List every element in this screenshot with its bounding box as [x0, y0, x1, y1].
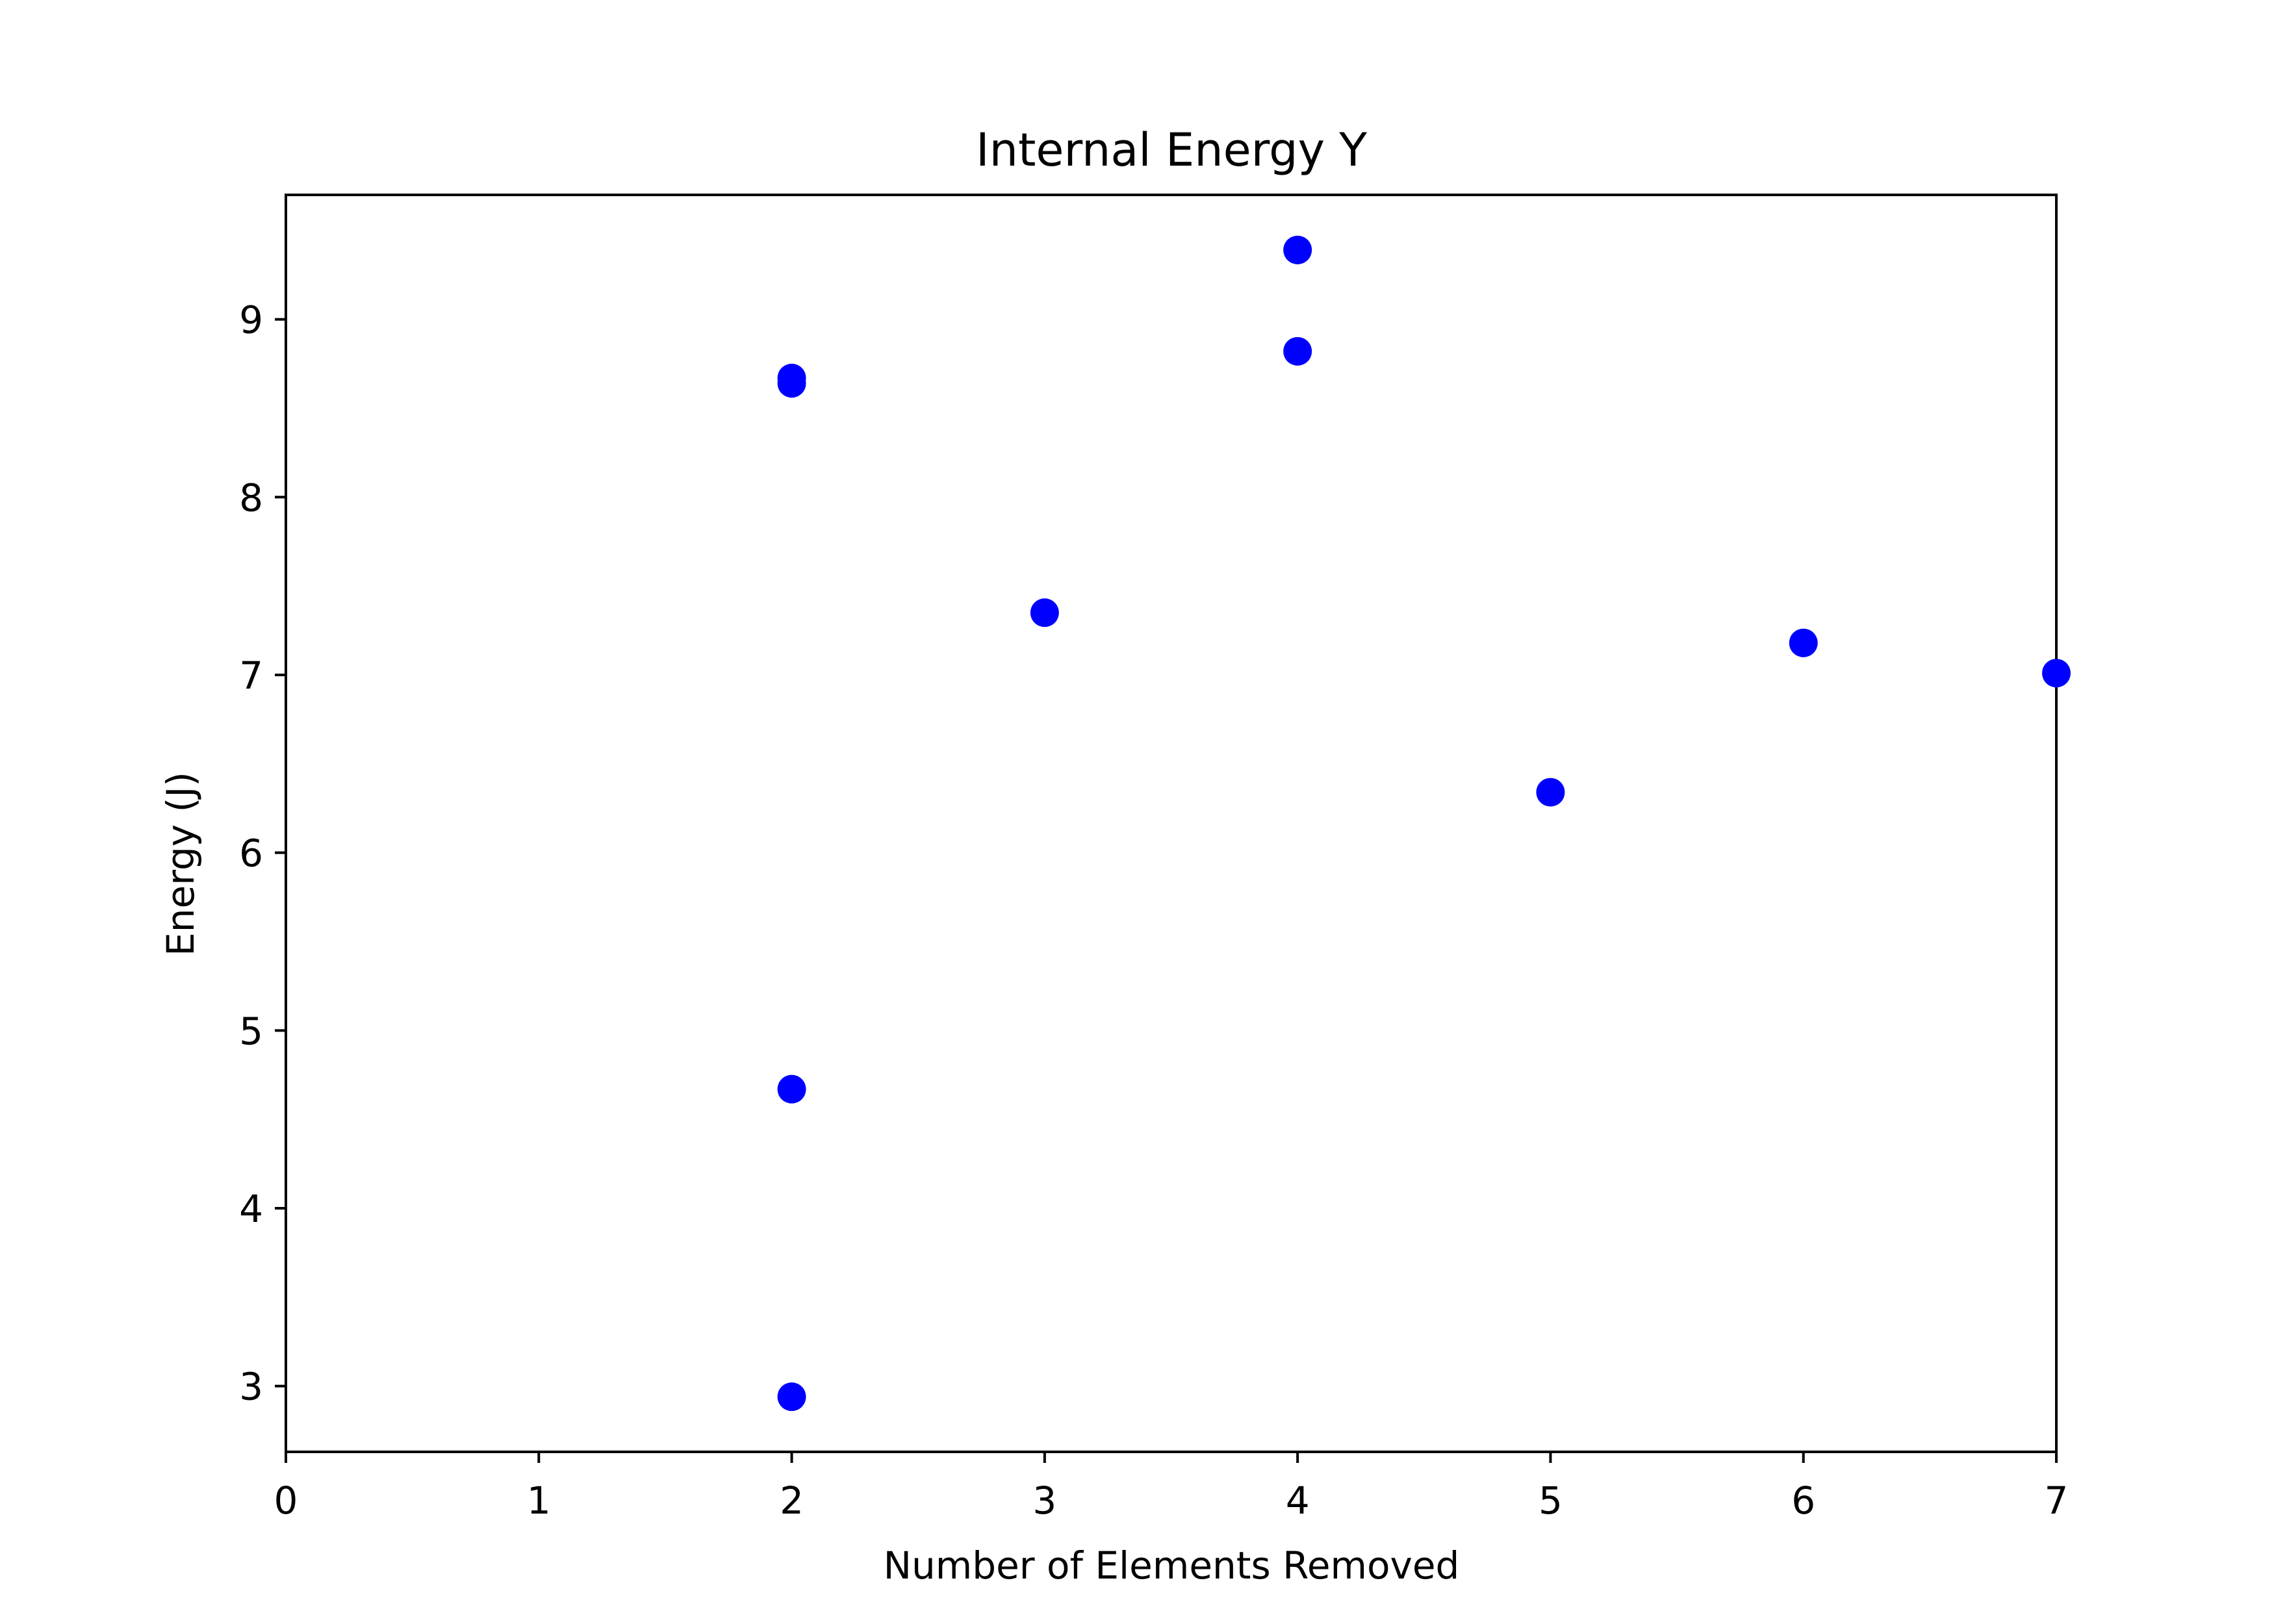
- y-axis: 3 4 5 6 7 8 9: [239, 298, 286, 1409]
- data-point: [1283, 336, 1312, 366]
- y-tick-label: 9: [239, 298, 263, 342]
- x-tick-label: 1: [527, 1478, 551, 1523]
- y-tick-label: 7: [239, 653, 263, 698]
- plot-frame: [285, 194, 2058, 1453]
- x-tick-label: 0: [274, 1478, 298, 1523]
- data-point: [777, 369, 806, 398]
- y-tick-label: 4: [239, 1187, 263, 1231]
- data-point: [777, 1382, 806, 1412]
- y-tick-label: 8: [239, 476, 263, 520]
- data-points: [777, 235, 2071, 1412]
- y-tick-label: 6: [239, 831, 263, 876]
- x-tick-label: 2: [780, 1478, 804, 1523]
- data-point: [777, 1074, 806, 1104]
- chart-title: Internal Energy Y: [976, 123, 1367, 177]
- data-point: [2042, 659, 2071, 688]
- data-point: [1030, 598, 1059, 628]
- x-axis: 0 1 2 3 4 5 6 7: [274, 1452, 2069, 1523]
- x-tick-label: 3: [1032, 1478, 1056, 1523]
- x-tick-label: 5: [1539, 1478, 1563, 1523]
- data-point: [1283, 235, 1312, 264]
- data-point: [1536, 778, 1565, 807]
- y-tick-label: 3: [239, 1365, 263, 1409]
- x-tick-label: 4: [1286, 1478, 1310, 1523]
- data-point: [1789, 628, 1818, 657]
- y-axis-label: Energy (J): [159, 772, 203, 956]
- y-tick-label: 5: [239, 1009, 263, 1053]
- x-tick-label: 7: [2045, 1478, 2069, 1523]
- x-tick-label: 6: [1791, 1478, 1815, 1523]
- plot-area: [285, 194, 2058, 1453]
- x-axis-label: Number of Elements Removed: [884, 1543, 1460, 1588]
